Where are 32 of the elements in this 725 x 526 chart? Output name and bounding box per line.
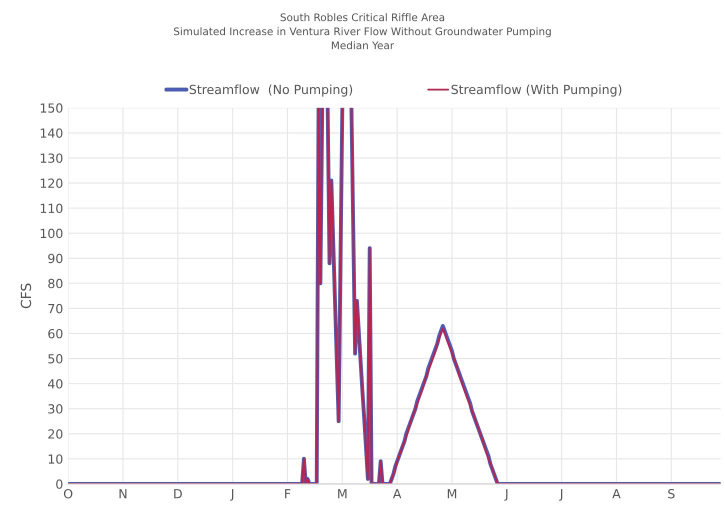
x-tick-label: J xyxy=(230,489,234,501)
y-tick-label: 140 xyxy=(40,128,62,138)
chart-title: South Robles Critical Riffle Area Simulated Increase in Ventura River Flow Without Groundwater Pumping Median Year xyxy=(174,13,551,50)
x-tick-label: O xyxy=(64,489,72,498)
x-tick-label: D xyxy=(174,489,182,498)
x-tick-label: F xyxy=(285,489,290,498)
y-tick-label: 110 xyxy=(40,204,62,214)
y-tick-label: 120 xyxy=(40,178,62,188)
y-tick-label: 90 xyxy=(48,254,62,264)
legend-label: Streamflow (With Pumping) xyxy=(452,84,622,97)
x-tick-label: A xyxy=(392,489,402,498)
legend-label: Streamflow (No Pumping) xyxy=(190,84,352,97)
y-axis-title: CFS xyxy=(20,284,32,308)
y-tick-label: 150 xyxy=(40,103,62,113)
y-tick-label: 10 xyxy=(48,454,62,464)
x-tick-label: J xyxy=(504,489,508,501)
y-tick-label: 50 xyxy=(48,354,62,364)
y-tick-label: 70 xyxy=(48,304,62,314)
y-tick-label: 0 xyxy=(56,479,62,489)
y-tick-label: 60 xyxy=(48,328,62,338)
y-tick-label: 80 xyxy=(48,278,62,288)
y-tick-label: 20 xyxy=(48,429,62,439)
y-tick-label: 40 xyxy=(48,379,62,389)
y-tick-label: 130 xyxy=(40,153,62,163)
x-tick-label: M xyxy=(338,489,346,498)
x-tick-label: J xyxy=(559,489,562,501)
x-tick-label: S xyxy=(668,489,675,498)
y-tick-label: 30 xyxy=(48,404,62,414)
y-tick-label: 100 xyxy=(40,228,62,238)
x-tick-label: A xyxy=(612,489,621,498)
x-tick-label: N xyxy=(120,489,126,498)
x-tick-label: M xyxy=(448,489,456,498)
